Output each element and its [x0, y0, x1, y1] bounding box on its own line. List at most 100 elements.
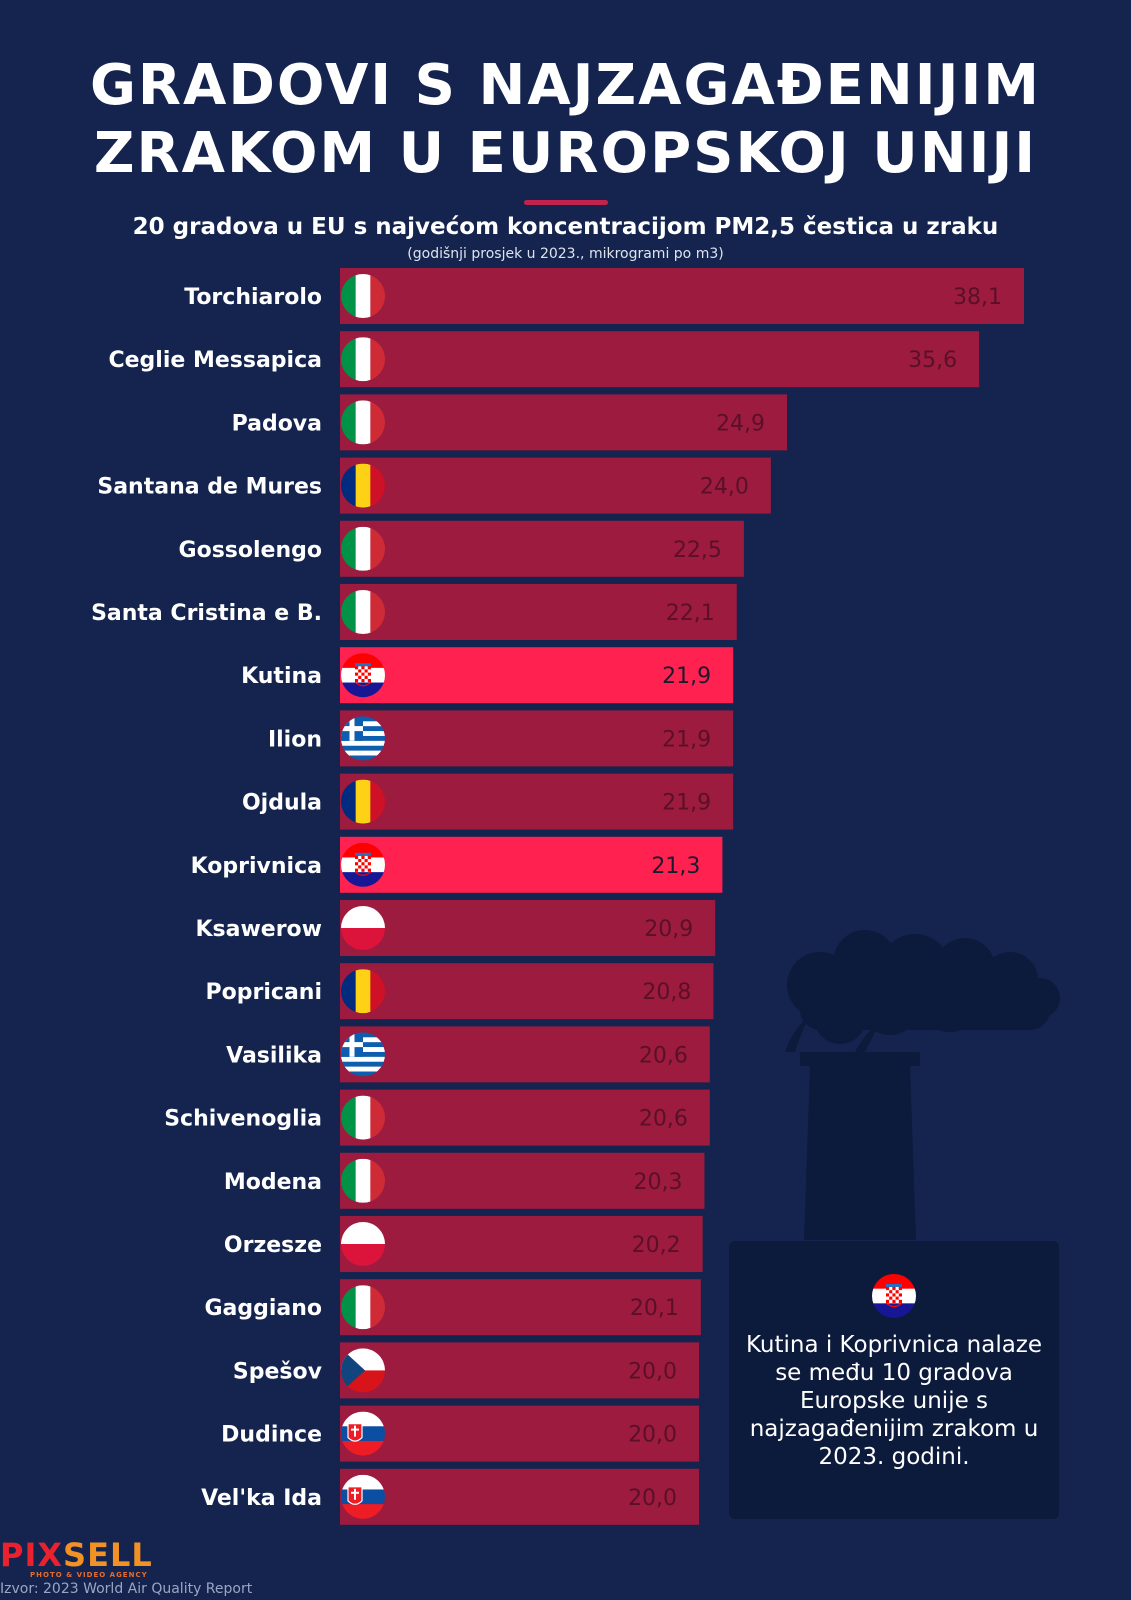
- bar: [340, 268, 1024, 324]
- city-label: Ojdula: [242, 791, 322, 816]
- city-label: Kutina: [241, 664, 322, 689]
- italy-flag-icon: [341, 1158, 385, 1203]
- italy-flag-icon: [341, 1285, 385, 1330]
- value-label: 35,6: [908, 348, 957, 373]
- city-label: Popricani: [206, 980, 322, 1005]
- bar: [340, 1405, 700, 1462]
- title-line-1: GRADOVI S NAJZAGAĐENIJIM: [89, 53, 1042, 118]
- bar-row: Gossolengo 22,5: [179, 520, 744, 577]
- city-label: Gaggiano: [204, 1296, 322, 1321]
- bar-row: Koprivnica 21,3: [191, 836, 723, 893]
- bar-row: Santa Cristina e B. 22,1: [91, 584, 737, 640]
- bar: [340, 1089, 710, 1146]
- city-label: Vel'ka Ida: [201, 1486, 322, 1511]
- bar: [340, 1152, 705, 1209]
- bar-row: Kutina 21,9: [241, 647, 734, 704]
- bars-group: Torchiarolo 38,1 Ceglie Messapica 35,6 Padov…: [91, 268, 1024, 1525]
- bar: [340, 1279, 701, 1336]
- bar: [340, 773, 734, 830]
- page-title: GRADOVI S NAJZAGAĐENIJIM ZRAKOM U EUROPS…: [0, 52, 1131, 188]
- pixsell-logo: PIXSELL: [0, 1538, 153, 1572]
- italy-flag-icon: [341, 400, 385, 445]
- bar-row: Gaggiano 20,1: [204, 1279, 701, 1336]
- value-label: 21,3: [651, 854, 700, 879]
- value-label: 20,0: [628, 1359, 677, 1384]
- chart-subtitle: 20 gradova u EU s najvećom koncentracijo…: [132, 214, 999, 240]
- city-label: Orzesze: [224, 1233, 322, 1258]
- bar-row: Santana de Mures 24,0: [97, 457, 771, 514]
- croatia-callout: Kutina i Koprivnica nalaze se među 10 gr…: [729, 1241, 1059, 1519]
- romania-flag-icon: [341, 969, 385, 1014]
- romania-flag-icon: [341, 463, 385, 508]
- logo-part-2: SELL: [63, 1536, 153, 1574]
- bar: [340, 1216, 703, 1272]
- value-label: 21,9: [662, 664, 711, 689]
- value-label: 24,9: [716, 411, 765, 436]
- city-label: Gossolengo: [179, 538, 322, 563]
- bar: [340, 457, 771, 514]
- city-label: Santa Cristina e B.: [91, 601, 322, 626]
- source-note: Izvor: 2023 World Air Quality Report: [0, 1581, 253, 1597]
- title-line-2: ZRAKOM U EUROPSKOJ UNIJI: [93, 121, 1038, 186]
- value-label: 21,9: [662, 727, 711, 752]
- bar: [340, 331, 980, 388]
- bar: [340, 394, 788, 451]
- city-label: Torchiarolo: [184, 285, 322, 310]
- value-label: 20,3: [633, 1170, 682, 1195]
- city-label: Koprivnica: [191, 854, 322, 879]
- bar-row: Popricani 20,8: [206, 963, 714, 1020]
- bar-row: Ceglie Messapica 35,6: [108, 331, 980, 388]
- italy-flag-icon: [341, 337, 385, 382]
- logo-tagline: PHOTO & VIDEO AGENCY: [30, 1571, 148, 1579]
- bar-row: Dudince 20,0: [221, 1405, 700, 1462]
- romania-flag-icon: [341, 779, 385, 824]
- value-label: 20,6: [639, 1043, 688, 1068]
- callout-text: Kutina i Koprivnica nalaze se među 10 gr…: [745, 1332, 1043, 1470]
- bar-row: Padova 24,9: [232, 394, 788, 451]
- value-label: 22,5: [673, 538, 722, 563]
- bar: [340, 836, 723, 893]
- value-label: 38,1: [953, 285, 1002, 310]
- italy-flag-icon: [341, 1095, 385, 1140]
- italy-flag-icon: [341, 526, 385, 571]
- value-label: 24,0: [700, 475, 749, 500]
- bar-row: Ilion 21,9: [268, 710, 734, 767]
- logo-part-1: PIX: [0, 1536, 64, 1574]
- bar: [340, 963, 714, 1020]
- croatia-flag-icon: [872, 1274, 916, 1318]
- value-label: 20,0: [628, 1486, 677, 1511]
- croatia-flag-icon: [341, 653, 385, 698]
- bar-row: Vasilika 20,6: [226, 1026, 710, 1083]
- title-divider: [524, 200, 608, 205]
- city-label: Vasilika: [226, 1043, 322, 1068]
- bar: [340, 1026, 710, 1083]
- bar: [340, 1342, 700, 1399]
- city-label: Padova: [232, 411, 322, 436]
- value-label: 20,2: [632, 1233, 681, 1258]
- value-label: 20,6: [639, 1107, 688, 1132]
- city-label: Ksawerow: [195, 917, 322, 942]
- bar-row: Modena 20,3: [224, 1152, 705, 1209]
- poland-flag-icon: [341, 1222, 385, 1266]
- bar-chart: Torchiarolo 38,1 Ceglie Messapica 35,6 Padov…: [91, 268, 1024, 1525]
- czechia-flag-icon: [341, 1348, 385, 1393]
- poland-flag-icon: [341, 906, 385, 950]
- value-label: 20,0: [628, 1423, 677, 1448]
- bar-row: Orzesze 20,2: [224, 1216, 703, 1272]
- italy-flag-icon: [341, 274, 385, 318]
- city-label: Ilion: [268, 727, 322, 752]
- city-label: Santana de Mures: [97, 475, 322, 500]
- bar-row: Spešov 20,0: [233, 1342, 700, 1399]
- bar-row: Ksawerow 20,9: [195, 900, 716, 956]
- city-label: Schivenoglia: [164, 1107, 322, 1132]
- bar-row: Torchiarolo 38,1: [184, 268, 1024, 324]
- city-label: Modena: [224, 1170, 322, 1195]
- value-label: 20,8: [642, 980, 691, 1005]
- city-label: Ceglie Messapica: [108, 348, 322, 373]
- value-label: 22,1: [666, 601, 715, 626]
- bar-row: Vel'ka Ida 20,0: [201, 1468, 700, 1525]
- croatia-flag-icon: [341, 842, 385, 887]
- value-label: 20,9: [644, 917, 693, 942]
- city-label: Dudince: [221, 1423, 322, 1448]
- bar-row: Ojdula 21,9: [242, 773, 734, 830]
